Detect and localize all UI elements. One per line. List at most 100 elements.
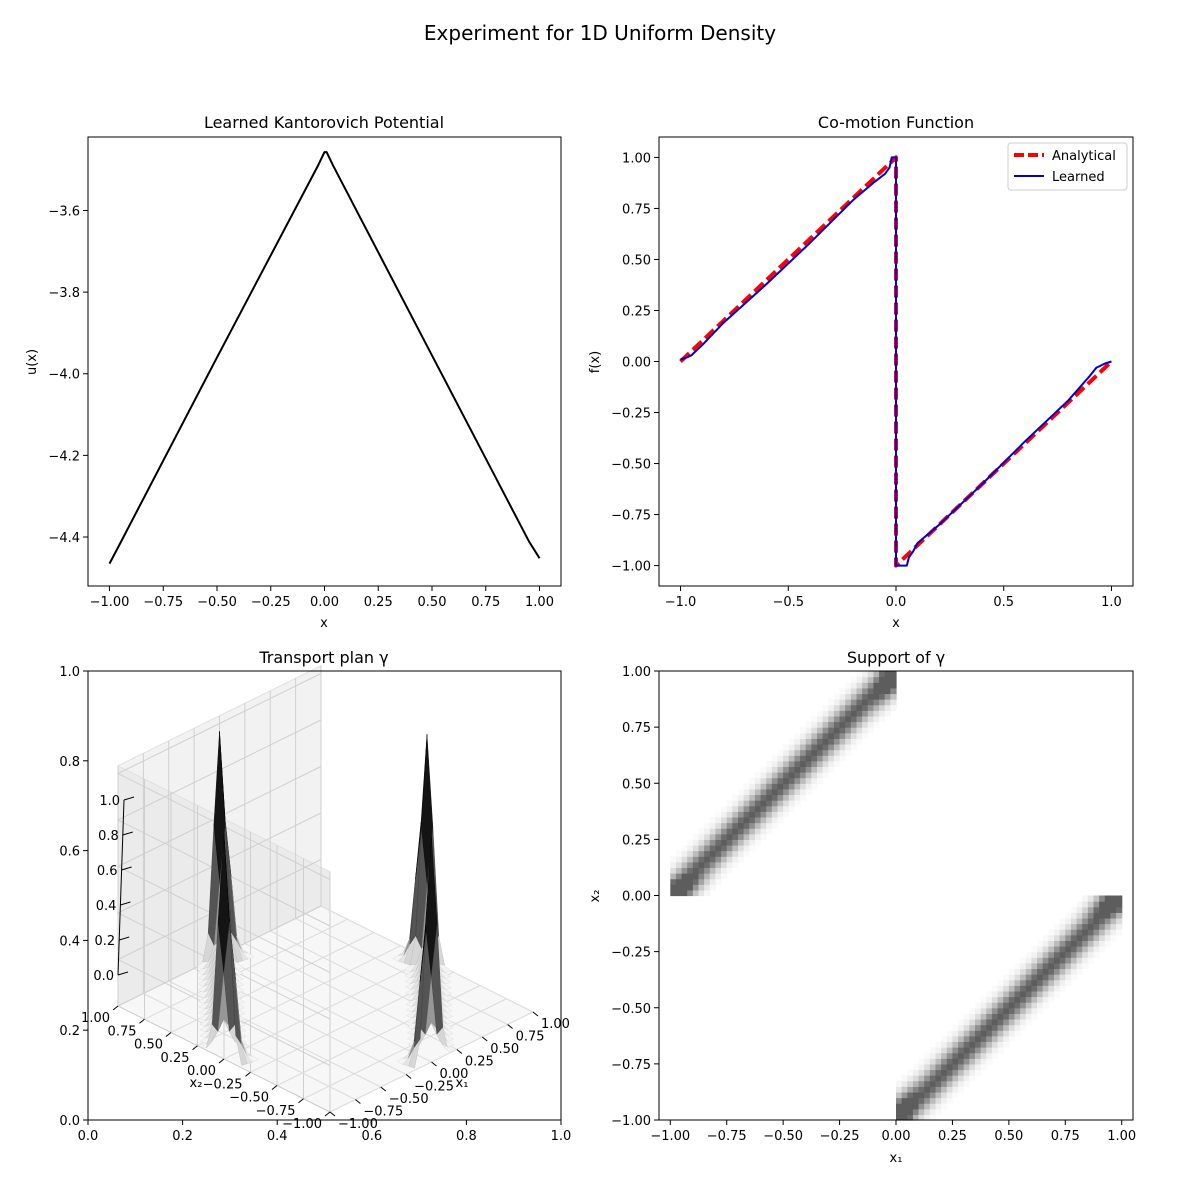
heatmap-cell bbox=[777, 777, 784, 784]
heatmap-cell bbox=[788, 755, 796, 762]
heatmap-cell bbox=[1014, 1013, 1021, 1020]
panel-transport-plan: Transport plan γ 0.0 0.2 0.4 0.6 0.8 1.00.00.… bbox=[59, 648, 571, 1144]
heatmap-cell bbox=[946, 1030, 954, 1037]
heatmap-cell bbox=[862, 710, 869, 717]
heatmap-cell bbox=[771, 822, 779, 829]
heatmap-cell bbox=[749, 828, 756, 835]
heatmap-cell bbox=[692, 856, 700, 863]
x-tick-label: 0.00 bbox=[310, 595, 339, 610]
plot-area: −1.00 −0.75 −0.50 −0.25 0.00 0.25 0.50 0.75 1.00… bbox=[611, 665, 1136, 1144]
heatmap-cell bbox=[901, 1080, 908, 1087]
heatmap-cell bbox=[833, 743, 841, 751]
x2-tick-label: 1.00 bbox=[81, 1011, 110, 1026]
heatmap-cell bbox=[1008, 1030, 1016, 1037]
heatmap-cell bbox=[997, 1002, 1004, 1009]
heatmap-cell bbox=[873, 704, 880, 711]
heatmap-cell bbox=[715, 867, 722, 874]
heatmap-cell bbox=[1093, 906, 1100, 913]
surface-patch bbox=[440, 1021, 454, 1031]
heatmap-cell bbox=[946, 1058, 954, 1065]
heatmap-cell bbox=[811, 715, 818, 723]
grid-line bbox=[144, 918, 348, 1020]
heatmap-cell bbox=[1059, 962, 1066, 970]
heatmap-cell bbox=[760, 777, 767, 784]
heatmap-cell bbox=[1070, 929, 1078, 936]
y-tick-label: −3.6 bbox=[48, 204, 80, 219]
heatmap-cell bbox=[879, 682, 886, 689]
heatmap-cell bbox=[1099, 923, 1106, 930]
grid-line bbox=[116, 859, 331, 1066]
heatmap-cell bbox=[958, 1035, 965, 1043]
surface-patch bbox=[439, 981, 452, 991]
heatmap-cell bbox=[738, 833, 745, 840]
heatmap-cell bbox=[975, 1047, 982, 1054]
heatmap-cell bbox=[1031, 985, 1038, 992]
heatmap-cell bbox=[692, 878, 700, 885]
panel-title: Support of γ bbox=[847, 648, 945, 667]
heatmap-cell bbox=[1104, 929, 1112, 936]
heatmap-cell bbox=[901, 1091, 908, 1099]
heatmap-cell bbox=[675, 873, 683, 880]
z-tick-label: 0.0 bbox=[93, 969, 114, 984]
heatmap-cell bbox=[1099, 929, 1106, 936]
heatmap-cell bbox=[760, 833, 767, 840]
heatmap-cell bbox=[833, 710, 841, 717]
heatmap-cell bbox=[1076, 940, 1083, 947]
heatmap-cell bbox=[935, 1069, 942, 1076]
heatmap-cell bbox=[952, 1063, 959, 1071]
heatmap-cell bbox=[817, 760, 824, 768]
heatmap-cell bbox=[1110, 934, 1117, 941]
heatmap-cell bbox=[749, 816, 756, 824]
heatmap-cell bbox=[811, 727, 818, 734]
heatmap-cell bbox=[817, 755, 824, 762]
heatmap-cell bbox=[754, 794, 762, 801]
heatmap-cell bbox=[794, 760, 801, 768]
heatmap-cell bbox=[743, 839, 750, 846]
heatmap-cell bbox=[743, 794, 750, 801]
grid-line bbox=[295, 918, 508, 1025]
y-tick-label: −0.50 bbox=[611, 1002, 651, 1017]
heatmap-cell bbox=[1025, 974, 1033, 981]
heatmap-cell bbox=[788, 777, 796, 784]
heatmap-cell bbox=[726, 800, 733, 807]
heatmap-cell bbox=[1042, 957, 1049, 964]
heatmap-cell bbox=[907, 1075, 914, 1082]
heatmap-cell bbox=[1093, 951, 1100, 958]
heatmap-cell bbox=[692, 884, 700, 891]
heatmap-cell bbox=[1110, 923, 1117, 930]
heatmap-cell bbox=[1099, 946, 1106, 953]
heatmap-cell bbox=[969, 1007, 976, 1014]
series-line-1 bbox=[680, 156, 1112, 567]
y-axis-label: x₂ bbox=[588, 890, 603, 903]
heatmap-cell bbox=[997, 1035, 1004, 1043]
heatmap-cell bbox=[1110, 929, 1117, 936]
heatmap-cell bbox=[935, 1047, 942, 1054]
legend-label-learned: Learned bbox=[1052, 170, 1105, 185]
heatmap-cell bbox=[1008, 968, 1016, 975]
heatmap-cell bbox=[1087, 895, 1095, 902]
heatmap-cell bbox=[1054, 934, 1061, 941]
heatmap-cell bbox=[1031, 1007, 1038, 1014]
heatmap-cell bbox=[749, 800, 756, 807]
heatmap-cell bbox=[811, 732, 818, 739]
heatmap-cell bbox=[760, 828, 767, 835]
heatmap-cell bbox=[1008, 979, 1016, 986]
heatmap-cell bbox=[760, 766, 767, 773]
heatmap-cell bbox=[1020, 1007, 1027, 1014]
heatmap-cell bbox=[794, 766, 801, 773]
heatmap-cell bbox=[794, 788, 801, 796]
panel-comotion-function: Co-motion Function −1.0 −0.5 0.0 0.5 1.0−1.0… bbox=[588, 113, 1134, 631]
heatmap-cell bbox=[1008, 996, 1016, 1003]
heatmap-cell bbox=[935, 1103, 942, 1110]
heatmap-cell bbox=[963, 1052, 970, 1059]
heatmap-cell bbox=[828, 738, 835, 745]
heatmap-cell bbox=[1093, 895, 1100, 902]
heatmap-cell bbox=[715, 873, 722, 880]
heatmap-cell bbox=[975, 1052, 982, 1059]
heatmap-cell bbox=[924, 1058, 931, 1065]
heatmap-cell bbox=[1099, 917, 1106, 925]
heatmap-cell bbox=[991, 1030, 999, 1037]
y-tick-label: −0.75 bbox=[611, 1058, 651, 1073]
heatmap-cell bbox=[884, 676, 891, 683]
heatmap-cell bbox=[783, 755, 790, 762]
